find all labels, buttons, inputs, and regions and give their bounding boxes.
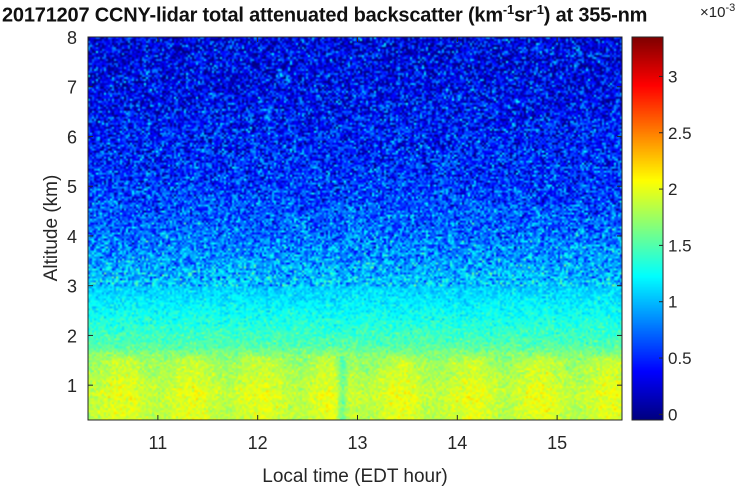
x-tick-label: 15 xyxy=(547,433,567,453)
colorbar-tick-label: 3 xyxy=(668,67,677,86)
colorbar-ticks: 0 0.5 1 1.5 2 2.5 3 xyxy=(659,67,692,424)
heatmap-image xyxy=(88,37,622,420)
colorbar-tick-label: 2.5 xyxy=(668,124,692,143)
x-axis-ticks: 11 12 13 14 15 xyxy=(149,37,567,453)
x-tick-label: 12 xyxy=(248,433,268,453)
chart-title: 20171207 CCNY-lidar total attenuated bac… xyxy=(2,2,648,27)
colorbar-tick-label: 0.5 xyxy=(668,349,692,368)
colorbar-tick-label: 2 xyxy=(668,180,677,199)
x-tick-label: 11 xyxy=(149,433,168,453)
colorbar-tick-label: 1.5 xyxy=(668,236,692,255)
colorbar-tick-label: 0 xyxy=(668,405,677,424)
y-axis-ticks: 1 2 3 4 5 6 7 8 xyxy=(67,28,622,396)
y-tick-label: 2 xyxy=(67,326,77,346)
y-tick-label: 3 xyxy=(67,277,77,297)
y-tick-label: 1 xyxy=(67,376,77,396)
plot-frame xyxy=(87,36,623,421)
y-tick-label: 7 xyxy=(67,78,77,98)
colorbar-gradient xyxy=(632,37,663,420)
y-tick-label: 4 xyxy=(67,227,77,247)
y-tick-label: 5 xyxy=(67,177,77,197)
y-tick-label: 8 xyxy=(67,28,77,48)
y-tick-label: 6 xyxy=(67,127,77,147)
colorbar-exponent: ×10-3 xyxy=(700,2,736,21)
x-axis-label: Local time (EDT hour) xyxy=(262,466,448,487)
x-tick-label: 14 xyxy=(447,433,467,453)
x-tick-label: 13 xyxy=(347,433,367,453)
y-axis-label: Altitude (km) xyxy=(41,175,62,282)
colorbar-frame xyxy=(631,36,664,421)
colorbar-tick-label: 1 xyxy=(668,293,677,312)
